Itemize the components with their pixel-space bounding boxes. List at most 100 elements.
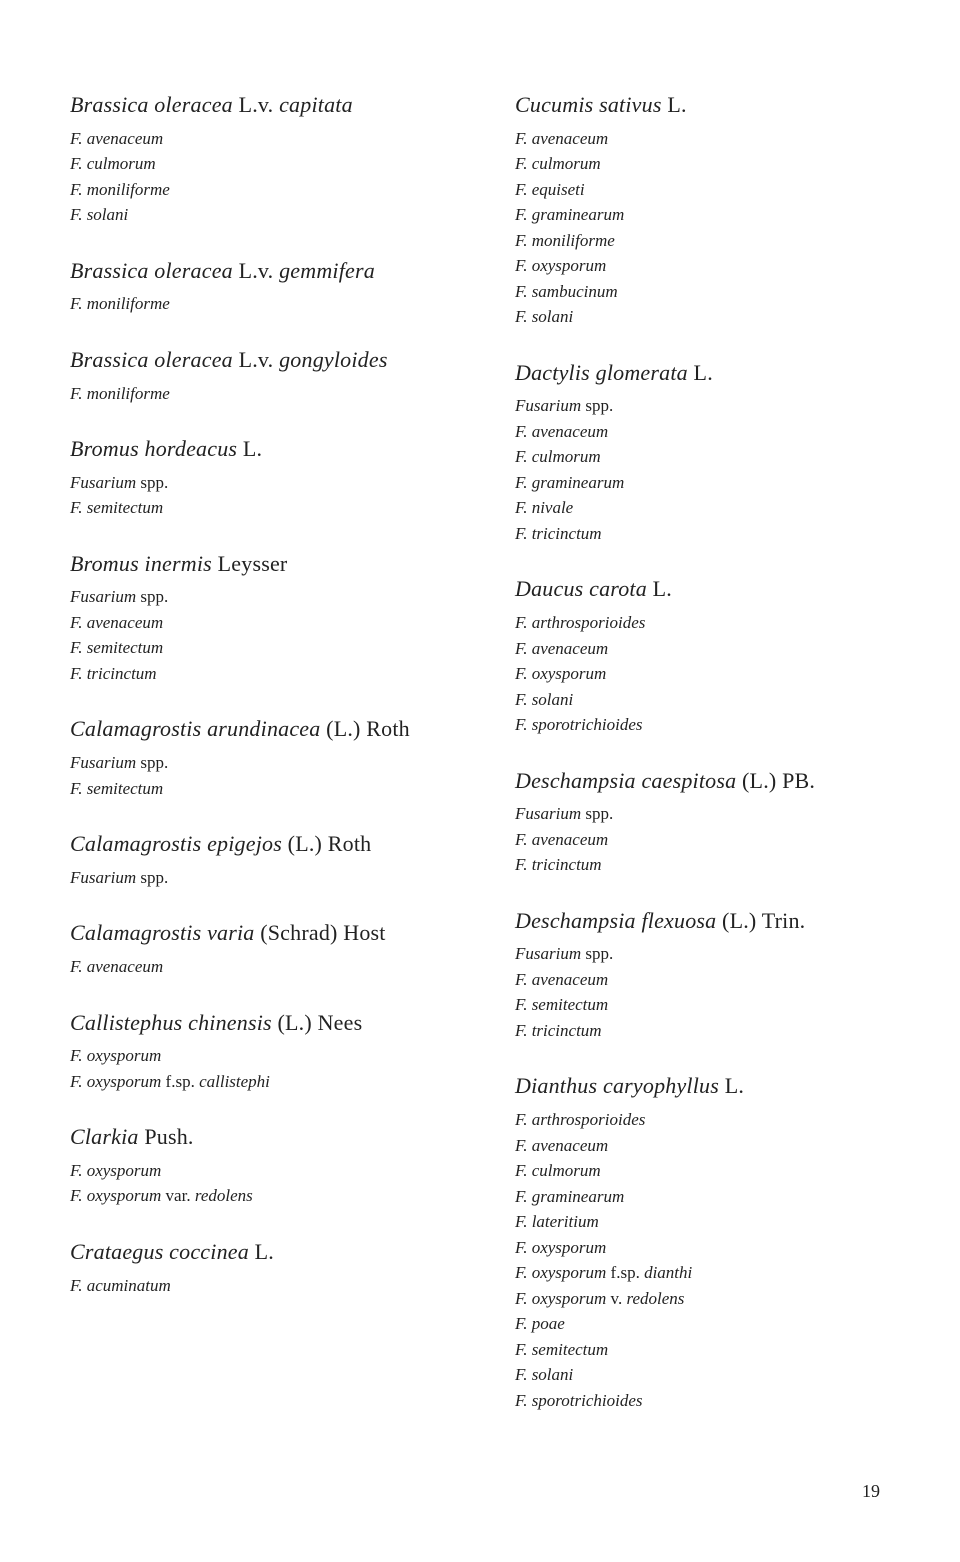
species-item: Fusarium spp. bbox=[515, 801, 890, 827]
text-run: F. oxysporum bbox=[515, 1289, 606, 1308]
text-run: Fusarium bbox=[70, 587, 136, 606]
species-item: F. oxysporum bbox=[515, 253, 890, 279]
species-item: F. avenaceum bbox=[515, 827, 890, 853]
text-run: F. moniliforme bbox=[70, 294, 170, 313]
species-list: F. moniliforme bbox=[70, 291, 445, 317]
species-item: F. culmorum bbox=[515, 151, 890, 177]
text-run: F. semitectum bbox=[515, 995, 608, 1014]
text-run: F. avenaceum bbox=[70, 613, 163, 632]
text-run: F. nivale bbox=[515, 498, 573, 517]
species-item: F. oxysporum bbox=[515, 661, 890, 687]
text-run: Fusarium bbox=[515, 804, 581, 823]
text-run: F. graminearum bbox=[515, 1187, 624, 1206]
species-item: F. arthrosporioides bbox=[515, 610, 890, 636]
host-entry: Calamagrostis varia (Schrad) HostF. aven… bbox=[70, 918, 445, 979]
text-run: Clarkia bbox=[70, 1124, 139, 1149]
species-item: F. oxysporum var. redolens bbox=[70, 1183, 445, 1209]
text-run: L.v. bbox=[233, 92, 279, 117]
species-list: Fusarium spp.F. semitectum bbox=[70, 470, 445, 521]
host-name: Brassica oleracea L.v. capitata bbox=[70, 90, 445, 120]
host-name: Dianthus caryophyllus L. bbox=[515, 1071, 890, 1101]
host-name: Bromus hordeacus L. bbox=[70, 434, 445, 464]
text-run: L. bbox=[719, 1073, 744, 1098]
host-name: Calamagrostis arundinacea (L.) Roth bbox=[70, 714, 445, 744]
species-item: F. tricinctum bbox=[515, 521, 890, 547]
text-run: Brassica oleracea bbox=[70, 92, 233, 117]
text-run: L.v. bbox=[233, 347, 279, 372]
text-run: Fusarium bbox=[515, 944, 581, 963]
text-run: F. avenaceum bbox=[515, 129, 608, 148]
text-run: gemmifera bbox=[279, 258, 375, 283]
text-run: Calamagrostis epigejos bbox=[70, 831, 282, 856]
host-entry: Clarkia Push.F. oxysporumF. oxysporum va… bbox=[70, 1122, 445, 1209]
text-run: Daucus carota bbox=[515, 576, 647, 601]
species-item: F. semitectum bbox=[70, 635, 445, 661]
text-run: Push. bbox=[139, 1124, 194, 1149]
text-run: spp. bbox=[581, 804, 613, 823]
species-item: F. semitectum bbox=[515, 992, 890, 1018]
host-name: Deschampsia flexuosa (L.) Trin. bbox=[515, 906, 890, 936]
species-item: F. culmorum bbox=[70, 151, 445, 177]
text-run: Fusarium bbox=[515, 396, 581, 415]
text-run: (L.) Roth bbox=[282, 831, 371, 856]
host-entry: Crataegus coccinea L.F. acuminatum bbox=[70, 1237, 445, 1298]
species-list: Fusarium spp. F. semitectum bbox=[70, 750, 445, 801]
species-list: Fusarium spp.F. avenaceumF. culmorumF. g… bbox=[515, 393, 890, 546]
text-run: F. semitectum bbox=[515, 1340, 608, 1359]
host-name: Bromus inermis Leysser bbox=[70, 549, 445, 579]
text-run: f.sp. bbox=[606, 1263, 644, 1282]
host-entry: Deschampsia caespitosa (L.) PB. Fusarium … bbox=[515, 766, 890, 878]
text-run: F. acuminatum bbox=[70, 1276, 171, 1295]
text-run: F. oxysporum bbox=[515, 664, 606, 683]
text-run: F. avenaceum bbox=[515, 830, 608, 849]
species-item: F. oxysporum v. redolens bbox=[515, 1286, 890, 1312]
text-run: F. sporotrichioides bbox=[515, 715, 643, 734]
species-item: F. oxysporum f.sp. dianthi bbox=[515, 1260, 890, 1286]
text-run: redolens bbox=[195, 1186, 253, 1205]
text-run: spp. bbox=[136, 753, 168, 772]
host-entry: Callistephus chinensis (L.) NeesF. oxysp… bbox=[70, 1008, 445, 1095]
species-item: F. culmorum bbox=[515, 1158, 890, 1184]
text-run: spp. bbox=[136, 587, 168, 606]
text-run: redolens bbox=[626, 1289, 684, 1308]
species-item: F. culmorum bbox=[515, 444, 890, 470]
text-run: F. semitectum bbox=[70, 638, 163, 657]
species-item: F. oxysporum f.sp. callistephi bbox=[70, 1069, 445, 1095]
text-run: gongyloides bbox=[279, 347, 388, 372]
text-run: F. arthrosporioides bbox=[515, 613, 645, 632]
text-run: F. moniliforme bbox=[70, 180, 170, 199]
species-item: F. moniliforme bbox=[70, 291, 445, 317]
text-run: F. culmorum bbox=[515, 154, 601, 173]
text-run: Brassica oleracea bbox=[70, 347, 233, 372]
text-run: Calamagrostis varia bbox=[70, 920, 255, 945]
text-run: f.sp. bbox=[161, 1072, 199, 1091]
species-item: F. graminearum bbox=[515, 1184, 890, 1210]
species-item: F. moniliforme bbox=[515, 228, 890, 254]
text-run: F. poae bbox=[515, 1314, 565, 1333]
text-run: F. oxysporum bbox=[515, 256, 606, 275]
host-name: Deschampsia caespitosa (L.) PB. bbox=[515, 766, 890, 796]
host-entry: Brassica oleracea L.v. capitataF. avenac… bbox=[70, 90, 445, 228]
text-run: callistephi bbox=[199, 1072, 270, 1091]
species-item: F. oxysporum bbox=[515, 1235, 890, 1261]
text-run: F. semitectum bbox=[70, 779, 163, 798]
text-run: F. equiseti bbox=[515, 180, 585, 199]
text-run: F. culmorum bbox=[70, 154, 156, 173]
species-item: Fusarium spp. bbox=[70, 750, 445, 776]
text-run: var. bbox=[161, 1186, 195, 1205]
host-entry: Bromus inermis Leysser Fusarium spp. F. av… bbox=[70, 549, 445, 687]
species-item: Fusarium spp. bbox=[515, 393, 890, 419]
text-run: F. avenaceum bbox=[70, 957, 163, 976]
species-item: F. solani bbox=[515, 687, 890, 713]
text-run: Crataegus coccinea bbox=[70, 1239, 249, 1264]
text-run: L. bbox=[647, 576, 672, 601]
text-run: v. bbox=[606, 1289, 626, 1308]
text-run: F. moniliforme bbox=[515, 231, 615, 250]
species-item: F. solani bbox=[70, 202, 445, 228]
host-entry: Deschampsia flexuosa (L.) Trin.Fusarium … bbox=[515, 906, 890, 1044]
text-run: F. avenaceum bbox=[515, 639, 608, 658]
species-item: F. solani bbox=[515, 304, 890, 330]
text-run: Deschampsia flexuosa bbox=[515, 908, 716, 933]
text-run: F. oxysporum bbox=[515, 1263, 606, 1282]
text-run: (L.) Nees bbox=[272, 1010, 363, 1035]
